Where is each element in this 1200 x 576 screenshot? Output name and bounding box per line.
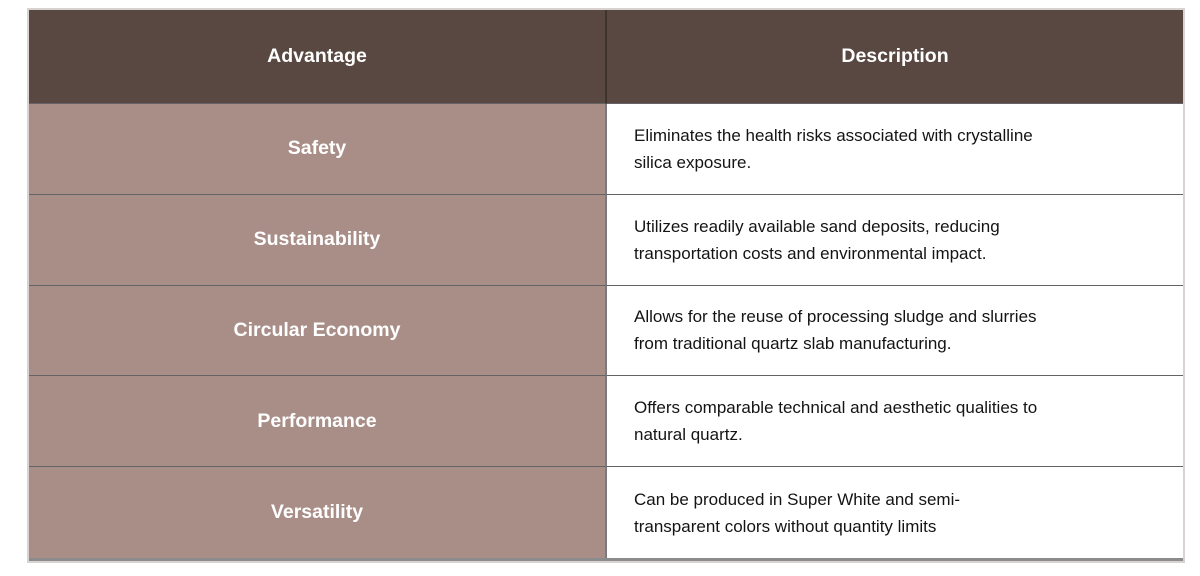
description-cell-safety: Eliminates the health risks associated w… [607,104,1183,195]
description-text: Offers comparable technical and aestheti… [634,398,1038,445]
advantage-cell-sustainability: Sustainability [29,194,607,286]
table-grid: Advantage Description Safety Eliminates … [29,10,1183,561]
description-text: Allows for the reuse of processing sludg… [634,307,1037,354]
description-cell-versatility: Can be produced in Super White and semi-… [607,467,1183,558]
column-header-advantage: Advantage [29,10,607,104]
description-text: Eliminates the health risks associated w… [634,125,1033,172]
advantages-table: Advantage Description Safety Eliminates … [27,8,1185,563]
description-cell-circular-economy: Allows for the reuse of processing sludg… [607,285,1183,377]
column-header-description: Description [607,10,1183,104]
description-text: Utilizes readily available sand deposits… [634,216,1000,263]
description-text: Can be produced in Super White and semi-… [634,489,961,536]
advantage-cell-versatility: Versatility [29,467,607,558]
description-cell-sustainability: Utilizes readily available sand deposits… [607,194,1183,286]
advantage-cell-safety: Safety [29,104,607,195]
description-cell-performance: Offers comparable technical and aestheti… [607,376,1183,468]
advantage-cell-performance: Performance [29,376,607,468]
advantage-cell-circular-economy: Circular Economy [29,285,607,377]
